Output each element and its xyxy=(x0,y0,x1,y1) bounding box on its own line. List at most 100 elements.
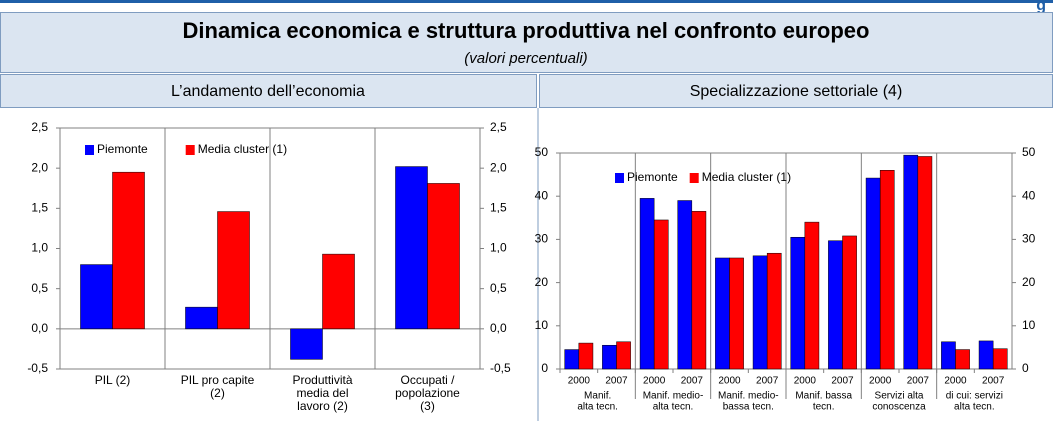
x-tick-label: (3) xyxy=(420,399,435,413)
panel-title: L’andamento dell’economia xyxy=(171,83,365,100)
y-tick-label: 0,0 xyxy=(31,321,48,335)
bar xyxy=(828,240,843,370)
group-label: Manif. xyxy=(584,391,611,402)
bar xyxy=(903,154,919,370)
bar xyxy=(865,177,881,370)
y-tick-label: 1,5 xyxy=(490,201,507,215)
bar xyxy=(616,341,631,370)
group-label: alta tecn. xyxy=(653,402,694,413)
x-tick-label: Occupati / xyxy=(400,373,455,387)
bar xyxy=(766,252,782,370)
bar xyxy=(602,344,617,370)
y-tick-label: 2,0 xyxy=(490,160,507,174)
bar xyxy=(790,236,806,370)
group-label: conoscenza xyxy=(872,402,926,413)
bar xyxy=(564,349,580,370)
x-tick-label: 2000 xyxy=(869,376,892,387)
top-rule xyxy=(0,0,1053,3)
bar xyxy=(185,306,218,330)
group-label: di cui: servizi xyxy=(946,391,1003,402)
legend-swatch xyxy=(185,145,195,155)
y-tick-label: 2,0 xyxy=(31,160,48,174)
bar xyxy=(879,170,895,370)
legend-label: Piemonte xyxy=(97,142,148,156)
x-tick-label: 2000 xyxy=(643,376,666,387)
group-label: alta tecn. xyxy=(954,402,995,413)
y-tick-label: 30 xyxy=(535,232,549,246)
y-tick-label: 40 xyxy=(535,188,549,202)
title: Dinamica economica e struttura produttiv… xyxy=(183,18,870,43)
x-tick-label: 2000 xyxy=(794,376,817,387)
bar xyxy=(653,219,669,370)
x-tick-label: PIL (2) xyxy=(95,373,131,387)
bar xyxy=(290,328,323,360)
x-tick-label: 2007 xyxy=(605,376,628,387)
legend-label: Piemonte xyxy=(627,170,678,184)
group-label: Manif. medio- xyxy=(718,391,779,402)
y-tick-label: 10 xyxy=(535,318,549,332)
x-tick-label: 2000 xyxy=(718,376,741,387)
bar xyxy=(842,235,857,370)
y-tick-label: 20 xyxy=(1022,275,1036,289)
x-tick-label: Produttività xyxy=(292,373,352,387)
x-tick-label: 2000 xyxy=(944,376,967,387)
bar xyxy=(395,166,428,330)
group-label: Servizi alta xyxy=(875,391,924,402)
x-tick-label: 2007 xyxy=(756,376,779,387)
y-tick-label: 20 xyxy=(535,275,549,289)
x-tick-label: 2007 xyxy=(831,376,854,387)
bar xyxy=(322,253,355,330)
subtitle: (valori percentuali) xyxy=(464,50,587,67)
bar xyxy=(992,348,1008,370)
legend-label: Media cluster (1) xyxy=(198,142,287,156)
group-label: alta tecn. xyxy=(577,402,618,413)
x-tick-label: 2007 xyxy=(982,376,1005,387)
legend-swatch xyxy=(615,173,624,183)
x-tick-label: (2) xyxy=(210,386,225,400)
bar xyxy=(941,341,956,370)
y-tick-label: 2,5 xyxy=(490,120,507,134)
y-tick-label: 1,0 xyxy=(490,241,507,255)
x-tick-label: PIL pro capite xyxy=(181,373,255,387)
x-tick-label: lavoro (2) xyxy=(297,399,348,413)
bar xyxy=(978,340,994,370)
y-tick-label: 0,5 xyxy=(490,281,507,295)
y-tick-label: 1,5 xyxy=(31,201,48,215)
y-tick-label: 0 xyxy=(541,361,548,375)
bar xyxy=(578,342,594,370)
bar xyxy=(715,257,730,370)
bar xyxy=(804,221,820,370)
y-tick-label: 0,0 xyxy=(490,321,507,335)
y-tick-label: 0 xyxy=(1022,361,1029,375)
y-tick-label: -0,5 xyxy=(27,361,48,375)
y-tick-label: -0,5 xyxy=(490,361,511,375)
y-tick-label: 40 xyxy=(1022,188,1036,202)
panel-title: Specializzazione settoriale (4) xyxy=(690,83,903,100)
bar xyxy=(112,171,145,330)
bar xyxy=(677,200,693,370)
x-tick-label: media del xyxy=(296,386,348,400)
x-tick-label: 2007 xyxy=(681,376,704,387)
bar xyxy=(639,198,655,370)
x-tick-label: 2007 xyxy=(907,376,930,387)
y-tick-label: 30 xyxy=(1022,232,1036,246)
bar xyxy=(691,211,707,370)
bar xyxy=(917,156,933,370)
group-label: bassa tecn. xyxy=(723,402,774,413)
y-tick-label: 0,5 xyxy=(31,281,48,295)
bar xyxy=(80,264,113,330)
bar xyxy=(955,349,970,370)
legend-swatch xyxy=(85,145,94,155)
group-label: tecn. xyxy=(813,402,835,413)
bar xyxy=(217,211,250,330)
y-tick-label: 10 xyxy=(1022,318,1036,332)
x-tick-label: popolazione xyxy=(395,386,460,400)
panel-header xyxy=(0,74,537,108)
y-tick-label: 1,0 xyxy=(31,241,48,255)
title-box xyxy=(0,12,1053,73)
bar xyxy=(752,255,768,370)
corner-label: g xyxy=(1036,0,1046,14)
group-label: Manif. medio- xyxy=(643,391,704,402)
y-tick-label: 2,5 xyxy=(31,120,48,134)
